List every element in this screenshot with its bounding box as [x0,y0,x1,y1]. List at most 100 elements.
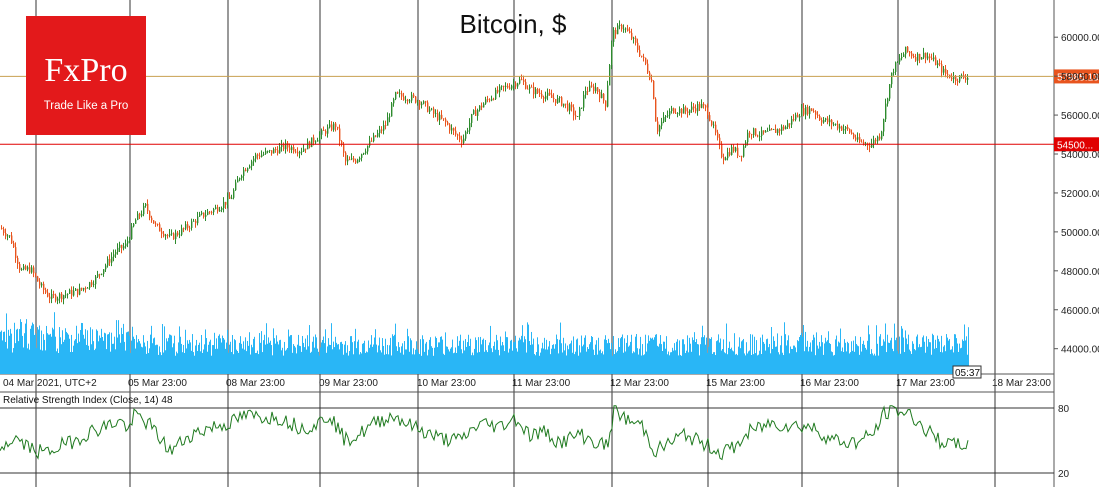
volume-bar [583,344,584,374]
candle-body [133,223,135,227]
volume-bar [74,340,75,374]
volume-bar [243,341,244,374]
volume-bar [428,349,429,374]
volume-bar [721,350,722,374]
volume-bar [446,346,447,374]
volume-bar [900,353,901,374]
candle-body [415,96,417,103]
volume-bar [77,343,78,374]
candle-body [407,99,409,102]
time-axis-label: 08 Mar 23:00 [226,378,285,389]
volume-bar [491,348,492,374]
volume-bar [648,335,649,374]
candle-body [929,56,931,58]
candle-body [39,281,41,286]
volume-bar [934,348,935,374]
volume-bar [775,346,776,374]
candle-body [347,159,349,162]
volume-bar [20,319,21,374]
volume-bar [467,342,468,374]
volume-bar [462,353,463,374]
candle-body [319,134,321,141]
volume-bar [163,352,164,374]
volume-bar [859,354,860,374]
volume-bar [921,346,922,374]
volume-bars [0,312,969,374]
volume-bar [239,342,240,374]
candle-body [461,139,463,143]
candle-body [231,197,233,199]
candle-body [609,65,611,86]
volume-bar [100,337,101,374]
candle-body [887,98,889,104]
volume-bar [439,342,440,374]
volume-bar [386,354,387,374]
candle-body [555,99,557,103]
candle-body [249,166,251,169]
volume-bar [735,354,736,374]
volume-bar [592,336,593,374]
volume-bar [909,349,910,374]
volume-bar [607,343,608,374]
volume-bar [300,346,301,374]
candle-body [13,243,15,248]
volume-bar [890,340,891,374]
volume-bar [511,339,512,374]
candle-body [637,42,639,50]
candle-body [195,220,197,224]
volume-bar [785,334,786,374]
volume-bar [962,339,963,374]
volume-bar [268,337,269,374]
candle-body [223,201,225,208]
volume-bar [68,334,69,374]
candle-body [551,94,553,98]
volume-bar [34,334,35,374]
volume-bar [289,336,290,374]
candle-body [667,115,669,117]
volume-bar [451,347,452,374]
candle-body [197,216,199,224]
volume-bar [630,341,631,374]
volume-bar [318,351,319,374]
volume-bar [858,346,859,374]
volume-bar [295,347,296,374]
candle-body [313,137,315,143]
volume-bar [943,346,944,374]
volume-bar [861,351,862,374]
candle-body [211,211,213,213]
candle-body [751,134,753,136]
candle-body [539,92,541,94]
candle-body [383,125,385,131]
candle-body [699,104,701,108]
volume-bar [857,345,858,374]
volume-bar [4,331,5,374]
candle-body [91,282,93,285]
candle-body [741,155,743,157]
volume-bar [634,352,635,374]
volume-bar [892,348,893,374]
candle-body [363,153,365,155]
volume-bar [94,350,95,374]
volume-bar [669,355,670,374]
volume-bar [310,352,311,374]
volume-bar [567,345,568,374]
volume-bar [820,346,821,374]
volume-bar [789,353,790,374]
volume-bar [436,337,437,374]
candle-body [405,99,407,101]
candle-body [939,63,941,65]
volume-bar [798,341,799,374]
volume-bar [53,329,54,374]
candle-body [909,51,911,54]
candle-body [479,105,481,111]
price-tick-label: 56000.00 [1061,111,1099,122]
price-tick-label: 50000.00 [1061,228,1099,239]
volume-bar [923,335,924,374]
volume-bar [133,336,134,374]
volume-bar [251,344,252,374]
volume-bar [660,335,661,374]
candle-body [947,73,949,75]
volume-bar [225,348,226,374]
candle-body [83,288,85,290]
volume-bar [935,339,936,374]
